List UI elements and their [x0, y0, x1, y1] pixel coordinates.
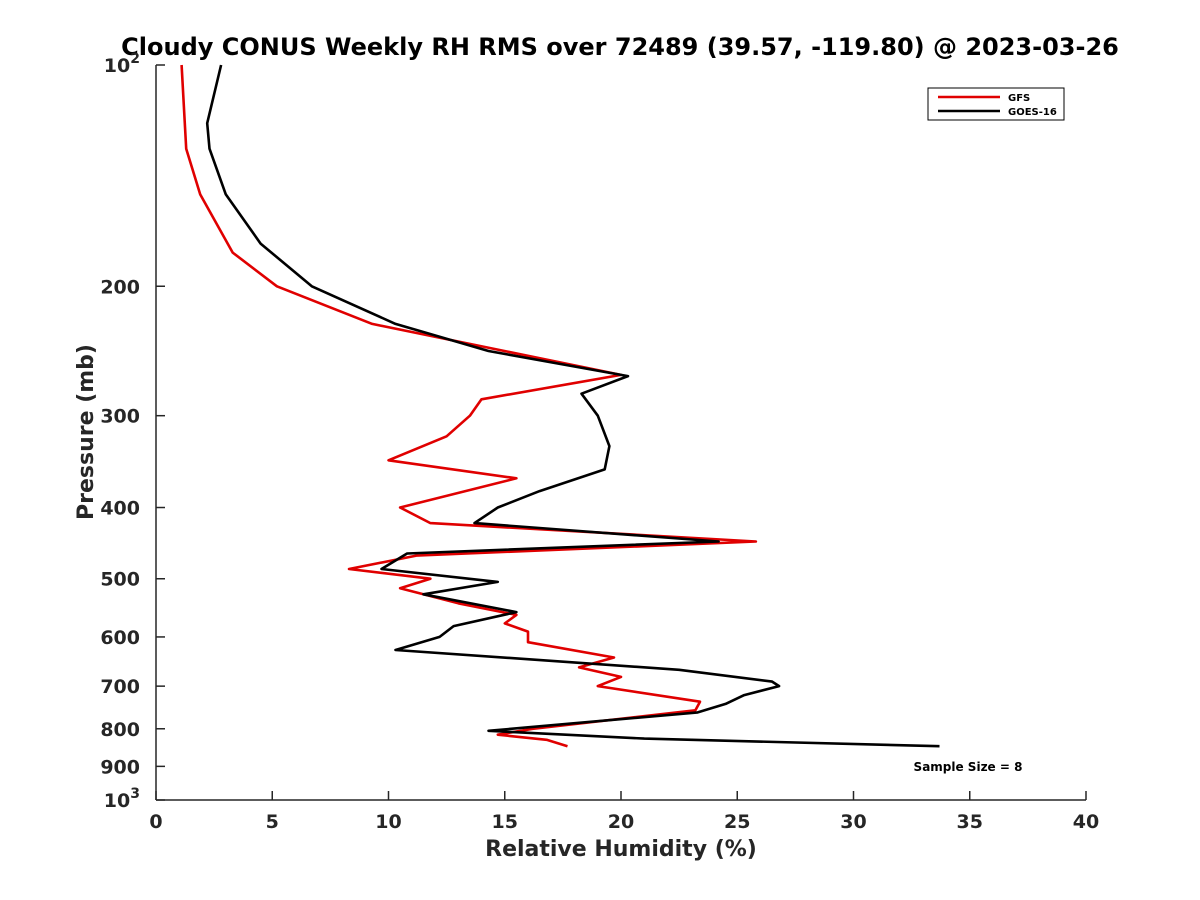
y-tick-label: 300 [100, 406, 140, 428]
series-line-gfs [180, 64, 758, 748]
x-axis-label: Relative Humidity (%) [485, 837, 757, 862]
x-tick-label: 20 [608, 811, 634, 833]
y-tick-label: 400 [100, 498, 140, 520]
x-tick-label: 10 [375, 811, 401, 833]
y-tick-label: 500 [100, 569, 140, 591]
y-tick-label: 900 [100, 756, 140, 778]
x-tick-label: 25 [724, 811, 750, 833]
x-tick-label: 35 [957, 811, 983, 833]
y-tick-label: 700 [100, 676, 140, 698]
x-tick-label: 30 [840, 811, 866, 833]
x-tick-label: 15 [492, 811, 518, 833]
y-tick-label: 102 [104, 51, 140, 77]
y-tick-label: 103 [104, 786, 140, 812]
x-ticks: 0 5 10 15 20 25 30 35 40 [149, 791, 1099, 833]
chart-title: Cloudy CONUS Weekly RH RMS over 72489 (3… [121, 33, 1119, 61]
y-tick-label: 600 [100, 627, 140, 649]
x-tick-label: 5 [266, 811, 279, 833]
series-line-goes16 [205, 64, 940, 748]
legend-label-gfs: GFS [1008, 93, 1030, 104]
series-layer [180, 64, 940, 748]
legend-label-goes16: GOES-16 [1008, 107, 1057, 118]
y-ticks: 102 200 300 400 500 600 700 800 900 103 [100, 51, 165, 812]
y-tick-label: 200 [100, 276, 140, 298]
sample-size-annotation: Sample Size = 8 [914, 760, 1023, 774]
y-axis-label: Pressure (mb) [74, 344, 99, 520]
x-tick-label: 0 [149, 811, 162, 833]
legend: GFS GOES-16 [927, 87, 1065, 121]
legend-box [927, 87, 1065, 121]
x-tick-label: 40 [1073, 811, 1099, 833]
y-tick-label: 800 [100, 719, 140, 741]
